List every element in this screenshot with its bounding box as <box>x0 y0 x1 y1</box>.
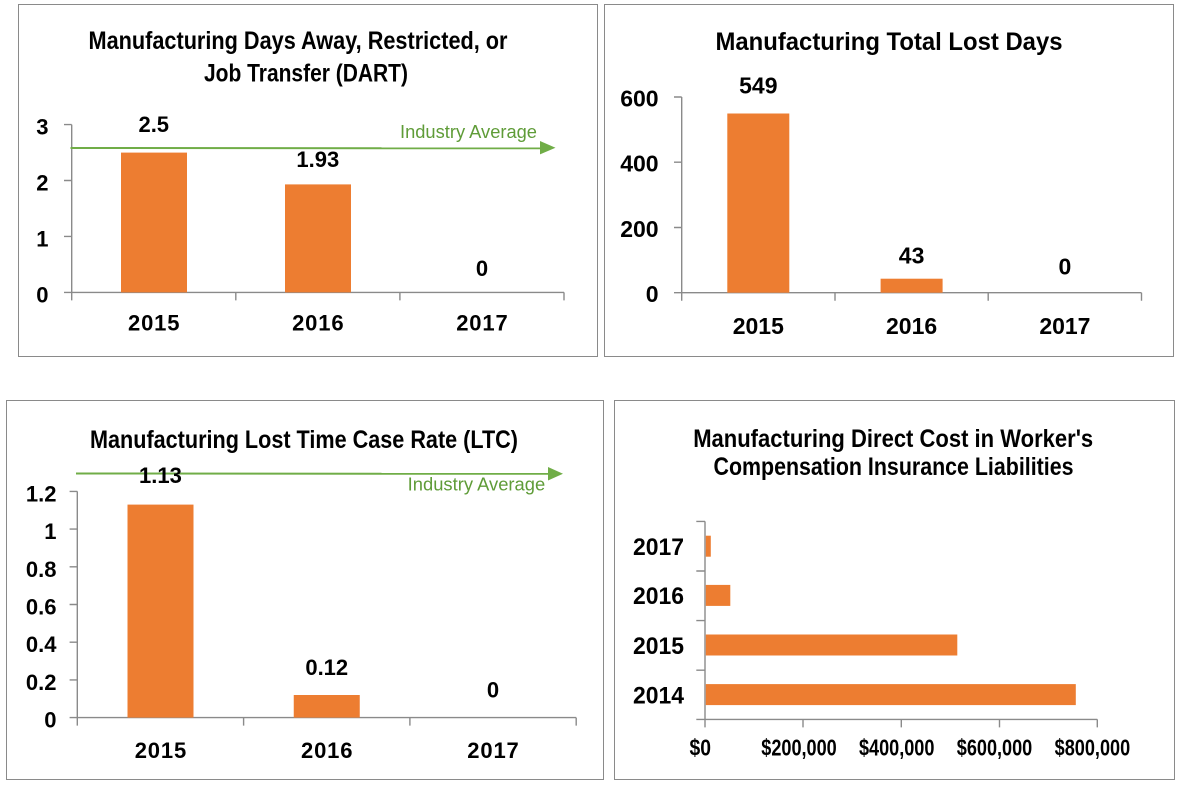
svg-text:2016: 2016 <box>886 313 937 339</box>
svg-text:Manufacturing Lost Time Case R: Manufacturing Lost Time Case Rate (LTC) <box>90 426 518 454</box>
svg-text:0: 0 <box>487 678 499 703</box>
svg-text:$800,000: $800,000 <box>1055 735 1131 761</box>
svg-text:2014: 2014 <box>633 682 685 709</box>
svg-text:0.2: 0.2 <box>26 670 57 695</box>
svg-text:3: 3 <box>36 115 48 140</box>
svg-text:2017: 2017 <box>467 738 519 763</box>
svg-text:2015: 2015 <box>633 633 684 660</box>
svg-text:1.13: 1.13 <box>139 463 182 488</box>
svg-text:2015: 2015 <box>128 311 180 336</box>
svg-text:1: 1 <box>44 519 56 544</box>
svg-text:Manufacturing Total Lost Days: Manufacturing Total Lost Days <box>716 28 1063 56</box>
svg-text:0: 0 <box>476 256 488 281</box>
svg-text:549: 549 <box>739 73 777 99</box>
svg-text:2016: 2016 <box>633 583 684 610</box>
svg-text:Compensation Insurance Liabili: Compensation Insurance Liabilities <box>714 453 1074 481</box>
svg-text:0.4: 0.4 <box>26 632 57 657</box>
svg-text:Manufacturing Direct Cost in W: Manufacturing Direct Cost in Worker's <box>693 425 1093 453</box>
svg-text:600: 600 <box>620 85 658 111</box>
svg-text:Manufacturing Days Away, Restr: Manufacturing Days Away, Restricted, or <box>89 27 508 55</box>
svg-text:1.2: 1.2 <box>26 481 57 506</box>
svg-text:$0: $0 <box>690 735 712 761</box>
svg-text:0.6: 0.6 <box>26 595 57 620</box>
svg-text:Industry Average: Industry Average <box>400 122 537 142</box>
svg-text:2017: 2017 <box>633 534 684 561</box>
svg-text:2: 2 <box>36 171 48 196</box>
svg-text:$200,000: $200,000 <box>761 735 837 761</box>
svg-text:0: 0 <box>1059 254 1072 280</box>
svg-text:400: 400 <box>620 151 658 177</box>
svg-text:2017: 2017 <box>456 311 508 336</box>
svg-text:0: 0 <box>646 281 659 307</box>
svg-text:Job Transfer (DART): Job Transfer (DART) <box>204 59 408 87</box>
svg-text:2017: 2017 <box>1039 313 1090 339</box>
svg-text:0.8: 0.8 <box>26 557 57 582</box>
svg-text:0: 0 <box>44 708 56 733</box>
svg-text:43: 43 <box>899 243 925 269</box>
svg-text:2015: 2015 <box>135 738 187 763</box>
svg-text:2015: 2015 <box>733 313 784 339</box>
svg-text:2016: 2016 <box>292 311 344 336</box>
svg-text:$600,000: $600,000 <box>957 735 1033 761</box>
svg-text:1.93: 1.93 <box>296 147 339 172</box>
svg-text:2016: 2016 <box>301 738 353 763</box>
svg-text:0.12: 0.12 <box>305 655 348 680</box>
svg-text:2.5: 2.5 <box>138 112 169 137</box>
svg-text:1: 1 <box>36 226 48 251</box>
svg-text:Industry Average: Industry Average <box>408 475 546 495</box>
svg-text:0: 0 <box>36 282 48 307</box>
svg-text:200: 200 <box>620 216 658 242</box>
svg-text:$400,000: $400,000 <box>859 735 935 761</box>
